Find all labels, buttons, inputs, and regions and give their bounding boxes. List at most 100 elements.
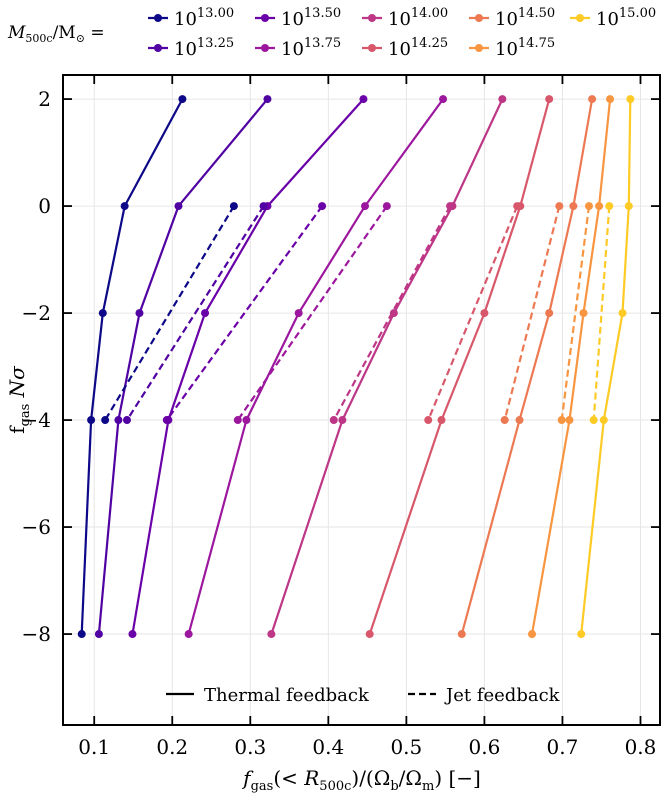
- series-line: [104, 205, 235, 421]
- mass-legend-marker: [368, 14, 376, 22]
- data-point: [545, 309, 554, 318]
- data-point: [365, 630, 374, 639]
- data-point: [233, 416, 242, 425]
- thermal-legend-label: Thermal feedback: [204, 685, 370, 706]
- x-tick-label: 0.1: [78, 735, 110, 759]
- mass-legend-entry-2: 1013.50: [255, 6, 341, 30]
- series-jet-9: [101, 202, 238, 425]
- x-tick-label: 0.4: [312, 735, 344, 759]
- mass-legend-label: 1014.25: [388, 36, 448, 60]
- series-jet-13: [329, 202, 455, 425]
- series-thermal-1: [94, 95, 272, 639]
- series-jet-10: [122, 202, 268, 425]
- mass-legend-exponent: 14.50: [518, 6, 555, 21]
- data-point: [382, 202, 391, 211]
- data-point: [446, 202, 455, 211]
- mass-legend-marker: [475, 14, 483, 22]
- data-point: [528, 630, 537, 639]
- mass-legend-base: 10: [174, 9, 197, 30]
- data-point: [555, 202, 564, 211]
- mass-legend-entry-5: 1014.25: [362, 36, 448, 60]
- mass-legend-exponent: 14.25: [411, 36, 448, 51]
- y-tick-label: −4: [22, 408, 51, 432]
- series-line: [187, 98, 444, 635]
- data-point: [267, 630, 276, 639]
- x-axis-label-b: b: [390, 779, 398, 794]
- data-point: [626, 95, 635, 104]
- grid: [63, 75, 660, 725]
- mass-legend-base: 10: [388, 39, 411, 60]
- mass-legend-marker: [261, 44, 269, 52]
- series-jet-16: [557, 202, 593, 425]
- mass-legend-title-eq: =: [85, 23, 105, 43]
- data-point: [338, 416, 347, 425]
- data-point: [318, 202, 327, 211]
- data-point: [624, 202, 633, 211]
- mass-legend-base: 10: [281, 39, 304, 60]
- mass-legend-label: 1013.50: [281, 6, 341, 30]
- x-axis-label-unit: ) [−]: [434, 766, 481, 790]
- y-axis-label-gas: gas: [18, 404, 33, 427]
- mass-legend-entry-3: 1013.75: [255, 36, 341, 60]
- mass-legend-title-main: M: [7, 23, 26, 43]
- x-axis-label: fgas(< R500c)/(Ωb/Ωm) [−]: [241, 766, 481, 794]
- mass-legend-marker: [154, 44, 162, 52]
- data-point: [263, 95, 272, 104]
- data-point: [545, 95, 554, 104]
- data-point: [77, 630, 86, 639]
- mass-legend-label: 1014.50: [495, 6, 555, 30]
- mass-legend-base: 10: [596, 9, 619, 30]
- mass-legend-title-rest: /M: [53, 23, 76, 43]
- mass-legend-title-sun: ⊙: [76, 32, 85, 45]
- data-point: [361, 202, 370, 211]
- mass-legend-marker: [475, 44, 483, 52]
- series-thermal-5: [365, 95, 554, 639]
- series-thermal-0: [77, 95, 187, 639]
- x-axis-label-R: R: [303, 766, 319, 790]
- series-line: [368, 98, 551, 635]
- data-point: [599, 416, 608, 425]
- data-point: [135, 309, 144, 318]
- data-point: [94, 630, 103, 639]
- data-point: [424, 416, 433, 425]
- data-point: [162, 416, 171, 425]
- style-legend: Thermal feedback Jet feedback: [166, 685, 561, 706]
- mass-legend-label: 1013.75: [281, 36, 341, 60]
- y-axis-label-nsigma: Nσ: [5, 365, 29, 404]
- data-point: [437, 416, 446, 425]
- series-line: [503, 205, 561, 421]
- data-point: [259, 202, 268, 211]
- series-jet-17: [589, 202, 614, 425]
- mass-legend-entry-4: 1014.00: [362, 6, 448, 30]
- data-point: [457, 630, 466, 639]
- mass-legend-exponent: 13.25: [197, 36, 234, 51]
- data-point: [98, 309, 107, 318]
- mass-legend-entry-6: 1014.50: [469, 6, 555, 30]
- series-line: [131, 98, 365, 635]
- x-axis-label-om: /Ω: [399, 766, 422, 790]
- mass-legend-marker: [368, 44, 376, 52]
- mass-legend-title-sub: 500c: [25, 32, 52, 45]
- x-tick-label: 0.6: [469, 735, 501, 759]
- x-tick-label: 0.5: [390, 735, 422, 759]
- mass-legend-entries: 1013.001013.251013.501013.751014.001014.…: [148, 6, 656, 60]
- y-axis-label-f: f: [5, 425, 29, 434]
- mass-legend-marker: [576, 14, 584, 22]
- data-point: [500, 416, 509, 425]
- series-jet-12: [233, 202, 391, 425]
- mass-legend-exponent: 14.00: [411, 6, 448, 21]
- data-point: [294, 309, 303, 318]
- data-point: [229, 202, 238, 211]
- mass-legend-exponent: 15.00: [619, 6, 656, 21]
- mass-legend-entry-0: 1013.00: [148, 6, 234, 30]
- data-point: [569, 202, 578, 211]
- series-line: [560, 205, 591, 421]
- data-point: [588, 95, 597, 104]
- data-point: [565, 416, 574, 425]
- data-point: [577, 630, 586, 639]
- data-point: [480, 309, 489, 318]
- series-layer: [77, 95, 635, 639]
- data-point: [605, 202, 614, 211]
- mass-legend-exponent: 13.50: [304, 6, 341, 21]
- mass-legend-label: 1014.75: [495, 36, 555, 60]
